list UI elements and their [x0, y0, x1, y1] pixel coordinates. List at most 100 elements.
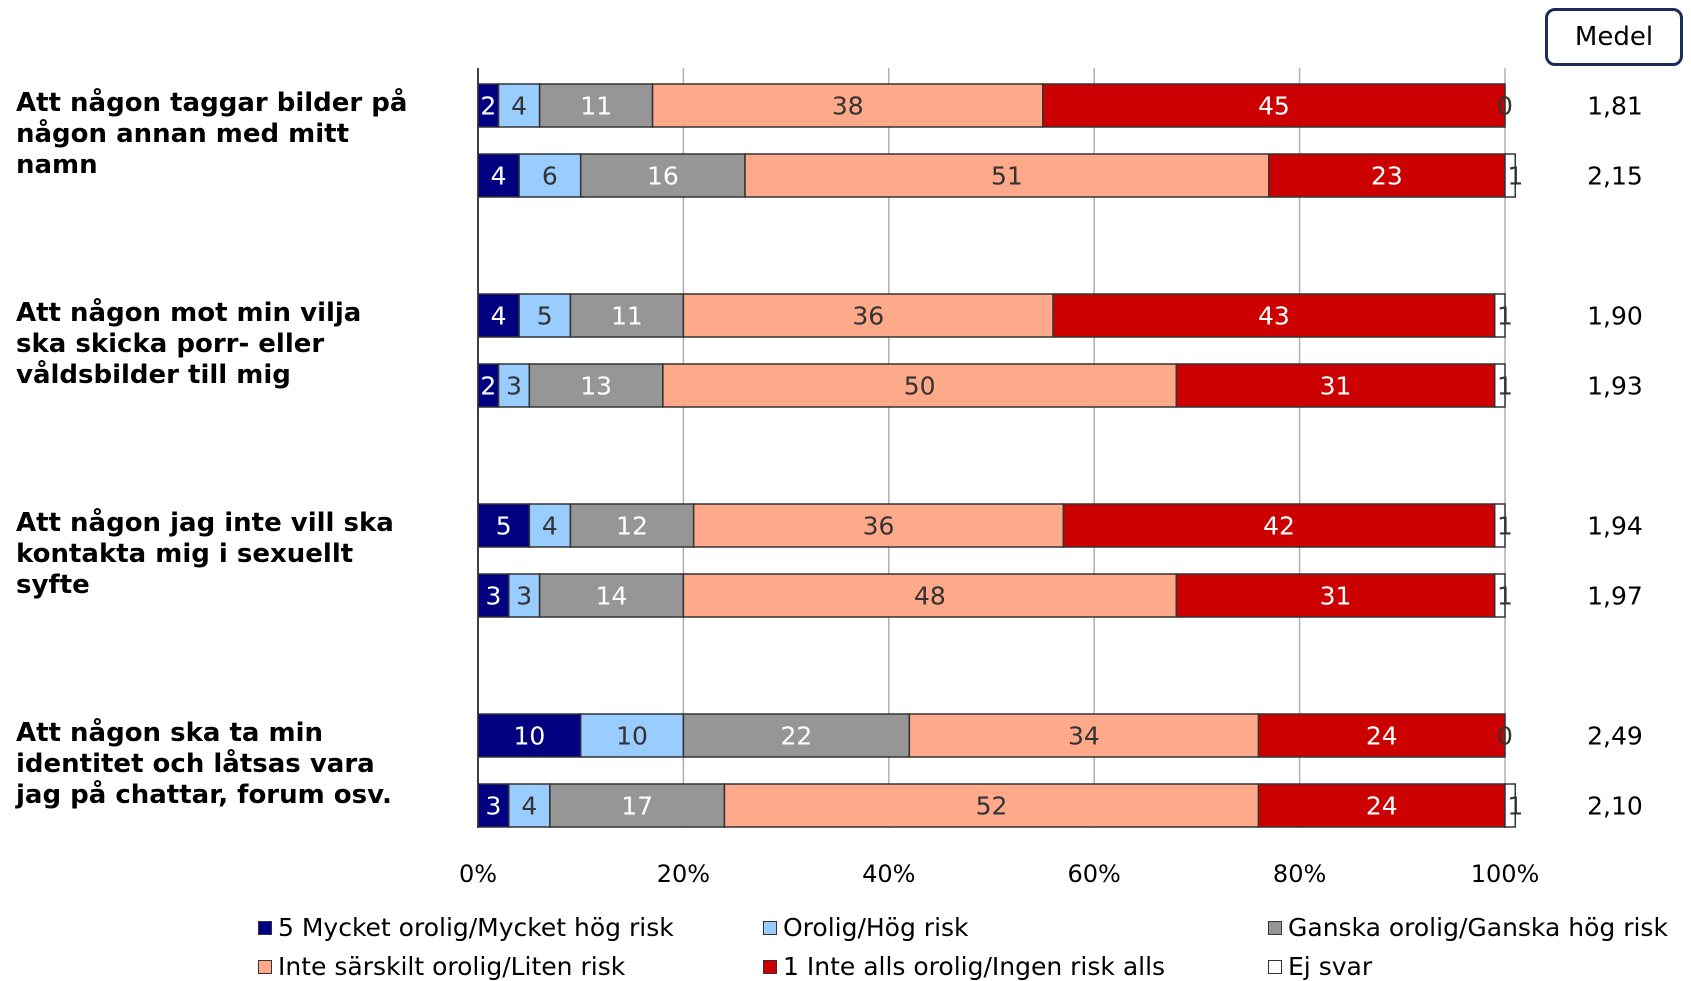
legend-swatch: [763, 920, 777, 935]
legend-item-5: 1 Inte alls orolig/Ingen risk alls: [763, 952, 1165, 981]
bar-segment: [1052, 293, 1496, 338]
question-label-2: Att någon mot min vilja ska skicka porr-…: [16, 298, 362, 390]
legend-item-2: Orolig/Hög risk: [763, 913, 969, 942]
legend-label: Ej svar: [1288, 952, 1373, 981]
data-label: 3: [485, 792, 501, 821]
data-label: 31: [1320, 372, 1352, 401]
bar-segment: [651, 83, 1044, 128]
legend-item-3: Ganska orolig/Ganska hög risk: [1268, 913, 1668, 942]
bar-segment: [1175, 573, 1496, 618]
bar-segment: [477, 783, 510, 828]
bar-segment: [692, 503, 1065, 548]
medel-value: 1,93: [1587, 372, 1643, 401]
data-label: 50: [904, 372, 936, 401]
bar-segment: [508, 573, 541, 618]
data-label: 3: [506, 372, 522, 401]
data-label: 38: [832, 92, 864, 121]
medel-header: Medel: [1574, 22, 1654, 52]
bar-segment: [1257, 783, 1506, 828]
medel-header-box: Medel: [1545, 8, 1683, 66]
data-label: 6: [542, 162, 558, 191]
legend-item-4: Inte särskilt orolig/Liten risk: [258, 952, 625, 981]
bar-segment: [579, 713, 685, 758]
data-label: 2: [480, 372, 496, 401]
data-label: 36: [852, 302, 884, 331]
data-label: 11: [580, 92, 612, 121]
x-tick-label: 60%: [1068, 860, 1121, 888]
data-label: 17: [621, 792, 653, 821]
data-label: 24: [1366, 792, 1398, 821]
data-label: 4: [511, 92, 527, 121]
medel-value: 1,90: [1587, 302, 1643, 331]
medel-value: 1,81: [1587, 92, 1643, 121]
legend-item-1: 5 Mycket orolig/Mycket hög risk: [258, 913, 674, 942]
x-tick-label: 20%: [657, 860, 710, 888]
data-label: 1: [1497, 582, 1513, 611]
bar-segment: [1493, 293, 1506, 338]
bar-segment: [1493, 573, 1506, 618]
data-label: 31: [1320, 582, 1352, 611]
bar-segment: [528, 363, 664, 408]
data-label: 4: [491, 162, 507, 191]
legend-swatch: [1268, 959, 1282, 974]
data-label: 22: [780, 722, 812, 751]
data-label: 2: [480, 92, 496, 121]
legend-label: 5 Mycket orolig/Mycket hög risk: [278, 913, 674, 942]
bar-segment: [508, 783, 551, 828]
question-label-3: Att någon jag inte vill ska kontakta mig…: [16, 508, 394, 600]
data-label: 5: [537, 302, 553, 331]
data-label: 1: [1497, 372, 1513, 401]
data-label: 36: [863, 512, 895, 541]
medel-value: 2,15: [1587, 162, 1643, 191]
bar-segment: [569, 503, 695, 548]
bar-segment: [569, 293, 685, 338]
data-label: 1: [1507, 792, 1523, 821]
data-label: 5: [496, 512, 512, 541]
bar-segment: [497, 83, 541, 128]
question-label-4: Att någon ska ta min identitet och låtsa…: [16, 718, 392, 810]
legend-label: Orolig/Hög risk: [783, 913, 969, 942]
bar-segment: [497, 363, 531, 408]
data-label: 12: [616, 512, 648, 541]
data-label: 52: [976, 792, 1008, 821]
data-label: 23: [1371, 162, 1403, 191]
x-tick-label: 0%: [459, 860, 497, 888]
bar-segment: [723, 783, 1260, 828]
bar-segment: [477, 293, 520, 338]
legend-label: Inte särskilt orolig/Liten risk: [278, 952, 626, 981]
legend-swatch: [763, 959, 777, 974]
bar-segment: [518, 293, 572, 338]
legend-label: 1 Inte alls orolig/Ingen risk alls: [783, 952, 1166, 981]
data-label: 51: [991, 162, 1023, 191]
legend-swatch: [258, 920, 272, 935]
legend-label: Ganska orolig/Ganska hög risk: [1288, 913, 1668, 942]
bar-segment: [682, 573, 1178, 618]
bar-segment: [662, 363, 1178, 408]
data-label: 4: [521, 792, 537, 821]
bar-segment: [1493, 363, 1506, 408]
medel-value: 1,94: [1587, 512, 1643, 541]
data-label: 14: [596, 582, 628, 611]
legend-item-6: Ej svar: [1268, 952, 1372, 981]
data-label: 3: [485, 582, 501, 611]
medel-value: 2,10: [1587, 792, 1643, 821]
bar-segment: [682, 293, 1054, 338]
data-label: 0: [1497, 722, 1513, 751]
data-label: 42: [1263, 512, 1295, 541]
x-tick-label: 80%: [1273, 860, 1326, 888]
bar-segment: [1042, 83, 1506, 128]
data-label: 16: [647, 162, 679, 191]
bar-segment: [538, 83, 654, 128]
bar-segment: [538, 573, 685, 618]
legend-swatch: [1268, 920, 1282, 935]
data-label: 10: [513, 722, 545, 751]
question-label-1: Att någon taggar bilder på någon annan m…: [16, 88, 408, 180]
bar-segment: [1504, 783, 1517, 828]
data-label: 10: [616, 722, 648, 751]
bar-segment: [477, 573, 510, 618]
x-tick-label: 40%: [862, 860, 915, 888]
bar-segment: [1504, 153, 1517, 198]
data-label: 24: [1366, 722, 1398, 751]
data-label: 4: [491, 302, 507, 331]
